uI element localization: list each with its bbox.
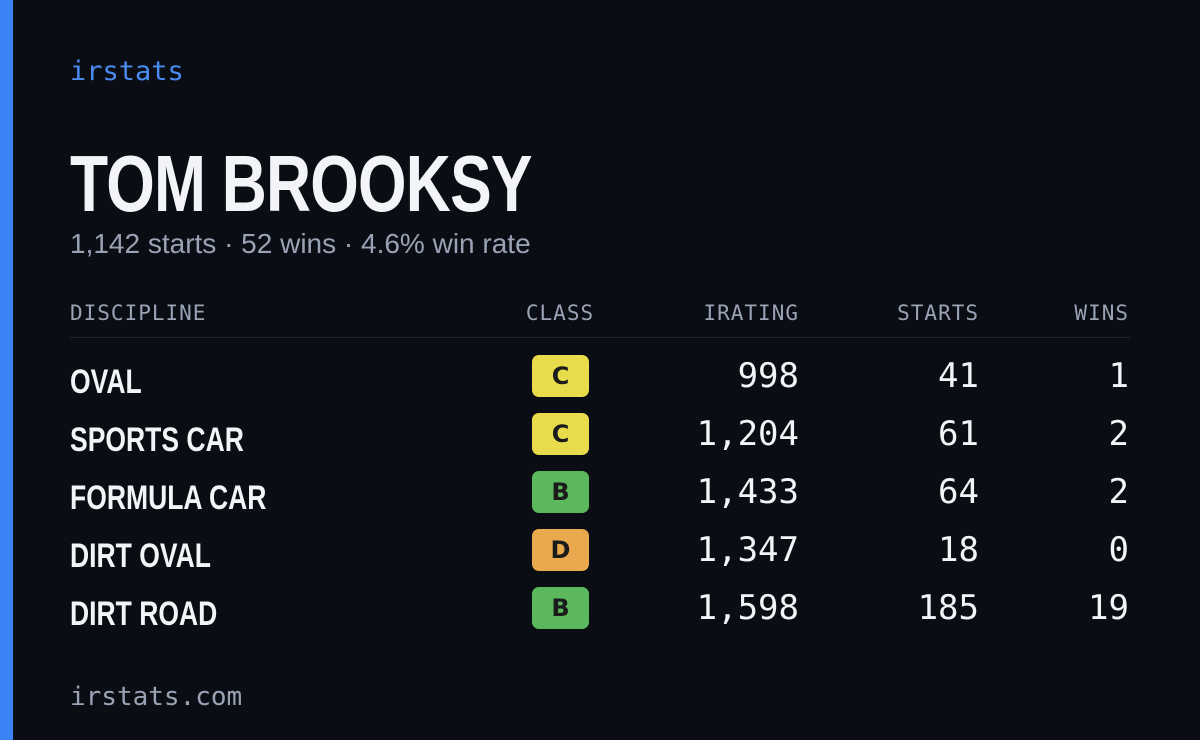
discipline: DIRT OVAL bbox=[70, 537, 211, 575]
accent-bar bbox=[0, 0, 13, 740]
wins: 2 bbox=[1108, 414, 1129, 454]
irating: 998 bbox=[737, 356, 799, 396]
starts: 185 bbox=[917, 588, 979, 628]
wins: 0 bbox=[1108, 530, 1129, 570]
discipline: SPORTS CAR bbox=[70, 421, 244, 459]
irating: 1,433 bbox=[696, 472, 799, 512]
discipline: OVAL bbox=[70, 363, 142, 401]
column-header: STARTS bbox=[897, 301, 979, 325]
driver-summary: 1,142 starts · 52 wins · 4.6% win rate bbox=[70, 228, 531, 259]
footer: irstats.com bbox=[70, 682, 243, 712]
class-badge: C bbox=[532, 355, 589, 397]
column-header: WINS bbox=[1074, 301, 1129, 325]
driver-name: TOM BROOKSY bbox=[70, 139, 533, 228]
starts: 61 bbox=[938, 414, 979, 454]
class-badge: D bbox=[532, 529, 589, 571]
irating: 1,204 bbox=[696, 414, 799, 454]
starts: 64 bbox=[938, 472, 979, 512]
wins: 19 bbox=[1088, 588, 1129, 628]
wins: 2 bbox=[1108, 472, 1129, 512]
discipline: FORMULA CAR bbox=[70, 479, 267, 517]
class-badge: B bbox=[532, 471, 589, 513]
irating: 1,347 bbox=[696, 530, 799, 570]
brand: irstats bbox=[70, 56, 184, 87]
starts: 41 bbox=[938, 356, 979, 396]
class-badge: C bbox=[532, 413, 589, 455]
irating: 1,598 bbox=[696, 588, 799, 628]
column-header: IRATING bbox=[703, 301, 799, 325]
class-badge: B bbox=[532, 587, 589, 629]
header-divider bbox=[70, 337, 1130, 338]
wins: 1 bbox=[1108, 356, 1129, 396]
column-header: DISCIPLINE bbox=[70, 301, 207, 325]
discipline: DIRT ROAD bbox=[70, 595, 218, 633]
starts: 18 bbox=[938, 530, 979, 570]
column-header: CLASS bbox=[525, 301, 595, 325]
